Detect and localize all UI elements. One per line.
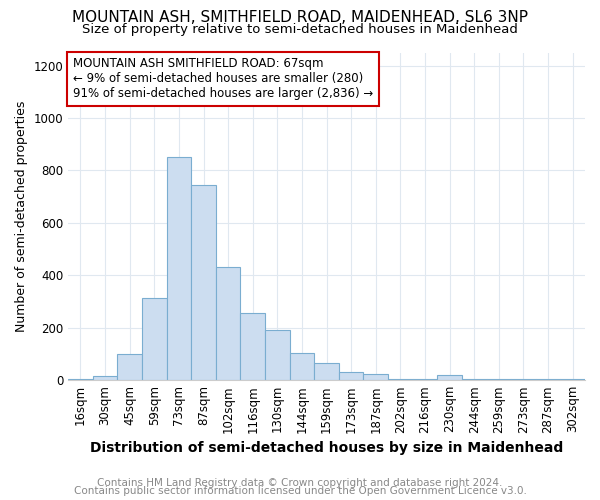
Text: MOUNTAIN ASH SMITHFIELD ROAD: 67sqm
← 9% of semi-detached houses are smaller (28: MOUNTAIN ASH SMITHFIELD ROAD: 67sqm ← 9%…: [73, 58, 374, 100]
Bar: [241, 314, 265, 380]
Bar: [191, 185, 216, 380]
Bar: [339, 372, 364, 380]
Bar: [364, 374, 388, 380]
Bar: [167, 158, 191, 380]
Bar: [216, 268, 241, 380]
Bar: [68, 379, 93, 380]
Bar: [314, 363, 339, 380]
Bar: [142, 298, 167, 380]
Bar: [536, 379, 560, 380]
Text: Size of property relative to semi-detached houses in Maidenhead: Size of property relative to semi-detach…: [82, 22, 518, 36]
Text: MOUNTAIN ASH, SMITHFIELD ROAD, MAIDENHEAD, SL6 3NP: MOUNTAIN ASH, SMITHFIELD ROAD, MAIDENHEA…: [72, 10, 528, 25]
Bar: [437, 375, 462, 380]
Bar: [290, 352, 314, 380]
Text: Contains public sector information licensed under the Open Government Licence v3: Contains public sector information licen…: [74, 486, 526, 496]
Text: Contains HM Land Registry data © Crown copyright and database right 2024.: Contains HM Land Registry data © Crown c…: [97, 478, 503, 488]
Bar: [93, 376, 118, 380]
Bar: [388, 379, 413, 380]
Bar: [118, 354, 142, 380]
X-axis label: Distribution of semi-detached houses by size in Maidenhead: Distribution of semi-detached houses by …: [90, 441, 563, 455]
Y-axis label: Number of semi-detached properties: Number of semi-detached properties: [15, 100, 28, 332]
Bar: [265, 330, 290, 380]
